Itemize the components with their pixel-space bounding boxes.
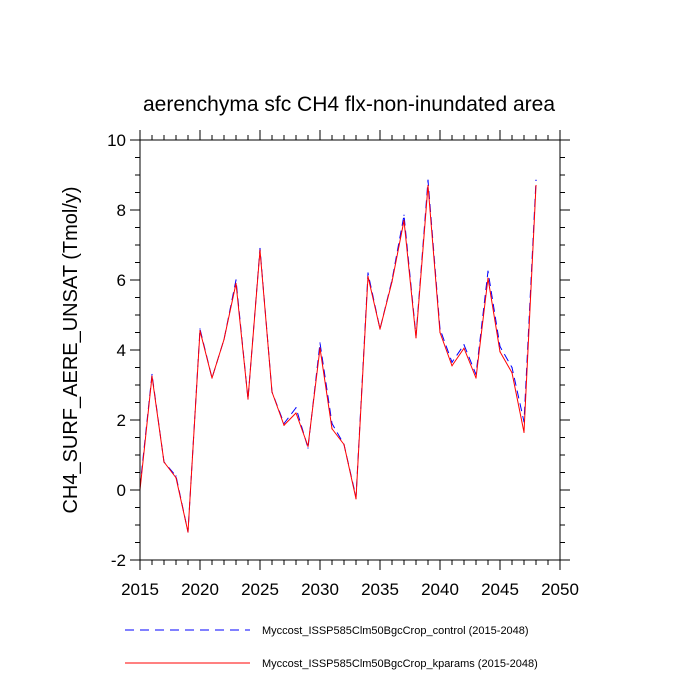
x-tick-label: 2020 [181, 580, 219, 599]
y-tick-label: 10 [107, 131, 126, 150]
data-point [307, 445, 309, 447]
x-tick-label: 2015 [121, 580, 159, 599]
data-point [499, 345, 501, 348]
data-point [295, 412, 297, 414]
data-point [379, 328, 381, 330]
y-tick-label: 2 [117, 411, 126, 430]
y-tick-label: 0 [117, 481, 126, 500]
data-point [211, 377, 213, 379]
data-point [295, 407, 297, 409]
x-tick-label: 2050 [541, 580, 579, 599]
data-point [535, 184, 537, 187]
series-line-kparams [139, 185, 537, 533]
data-point [355, 498, 357, 500]
data-point [163, 461, 165, 463]
legend-label: Myccost_ISSP585Clm50BgcCrop_kparams (201… [262, 658, 538, 670]
data-point [187, 531, 189, 533]
data-point [319, 342, 321, 344]
data-point [487, 277, 489, 279]
data-point [427, 184, 429, 187]
data-point [235, 282, 237, 285]
x-tick-label: 2030 [301, 580, 339, 599]
y-tick-label: 4 [117, 341, 126, 360]
ticks-layer: 2015 2020 2025 2030 2035 2040 2045 2050 -2 0 2 4 6 8 1… [107, 130, 579, 599]
legend-label: Myccost_ISSP585Clm50BgcCrop_control (201… [262, 625, 529, 637]
data-point [331, 428, 333, 430]
data-point [367, 272, 369, 274]
data-point [223, 338, 225, 341]
chart-title: aerenchyma sfc CH4 flx-non-inundated are… [143, 93, 555, 116]
data-point [463, 344, 465, 346]
data-point [199, 330, 201, 332]
data-point [319, 347, 321, 349]
data-point [487, 270, 489, 272]
data-point [439, 331, 441, 334]
data-point [523, 431, 525, 433]
data-point [343, 443, 345, 446]
x-tick-label: 2025 [241, 580, 279, 599]
data-point [427, 179, 429, 181]
data-point [151, 373, 153, 376]
y-axis-label: CH4_SURF_AERE_UNSAT (Tmol/y) [60, 186, 82, 513]
data-point [235, 279, 237, 281]
data-point [271, 391, 273, 393]
data-point [415, 337, 417, 339]
series-layer [139, 179, 537, 533]
x-tick-label: 2045 [481, 580, 519, 599]
y-tick-label: 6 [117, 271, 126, 290]
data-point [175, 475, 177, 477]
data-point [451, 361, 453, 363]
x-tick-label: 2035 [361, 580, 399, 599]
data-point [535, 179, 537, 181]
data-point [451, 365, 453, 367]
data-point [391, 281, 393, 283]
data-point [199, 328, 201, 330]
data-point [283, 424, 285, 426]
x-tick-label: 2040 [421, 580, 459, 599]
data-point [403, 214, 405, 216]
data-point [403, 219, 405, 222]
y-tick-label: -2 [111, 551, 126, 570]
data-point [175, 477, 177, 479]
data-point [367, 275, 369, 278]
y-tick-label: 8 [117, 201, 126, 220]
legend: Myccost_ISSP585Clm50BgcCrop_control (201… [125, 625, 538, 670]
data-point [499, 351, 501, 353]
data-point [475, 377, 477, 379]
data-point [151, 375, 153, 377]
data-point [259, 249, 261, 251]
data-point [259, 247, 261, 250]
series-line-control [139, 179, 537, 533]
data-point [511, 372, 513, 374]
data-point [307, 447, 309, 449]
data-point [511, 366, 513, 369]
data-point [247, 398, 249, 400]
plot-frame [139, 139, 561, 561]
data-point [463, 347, 465, 349]
